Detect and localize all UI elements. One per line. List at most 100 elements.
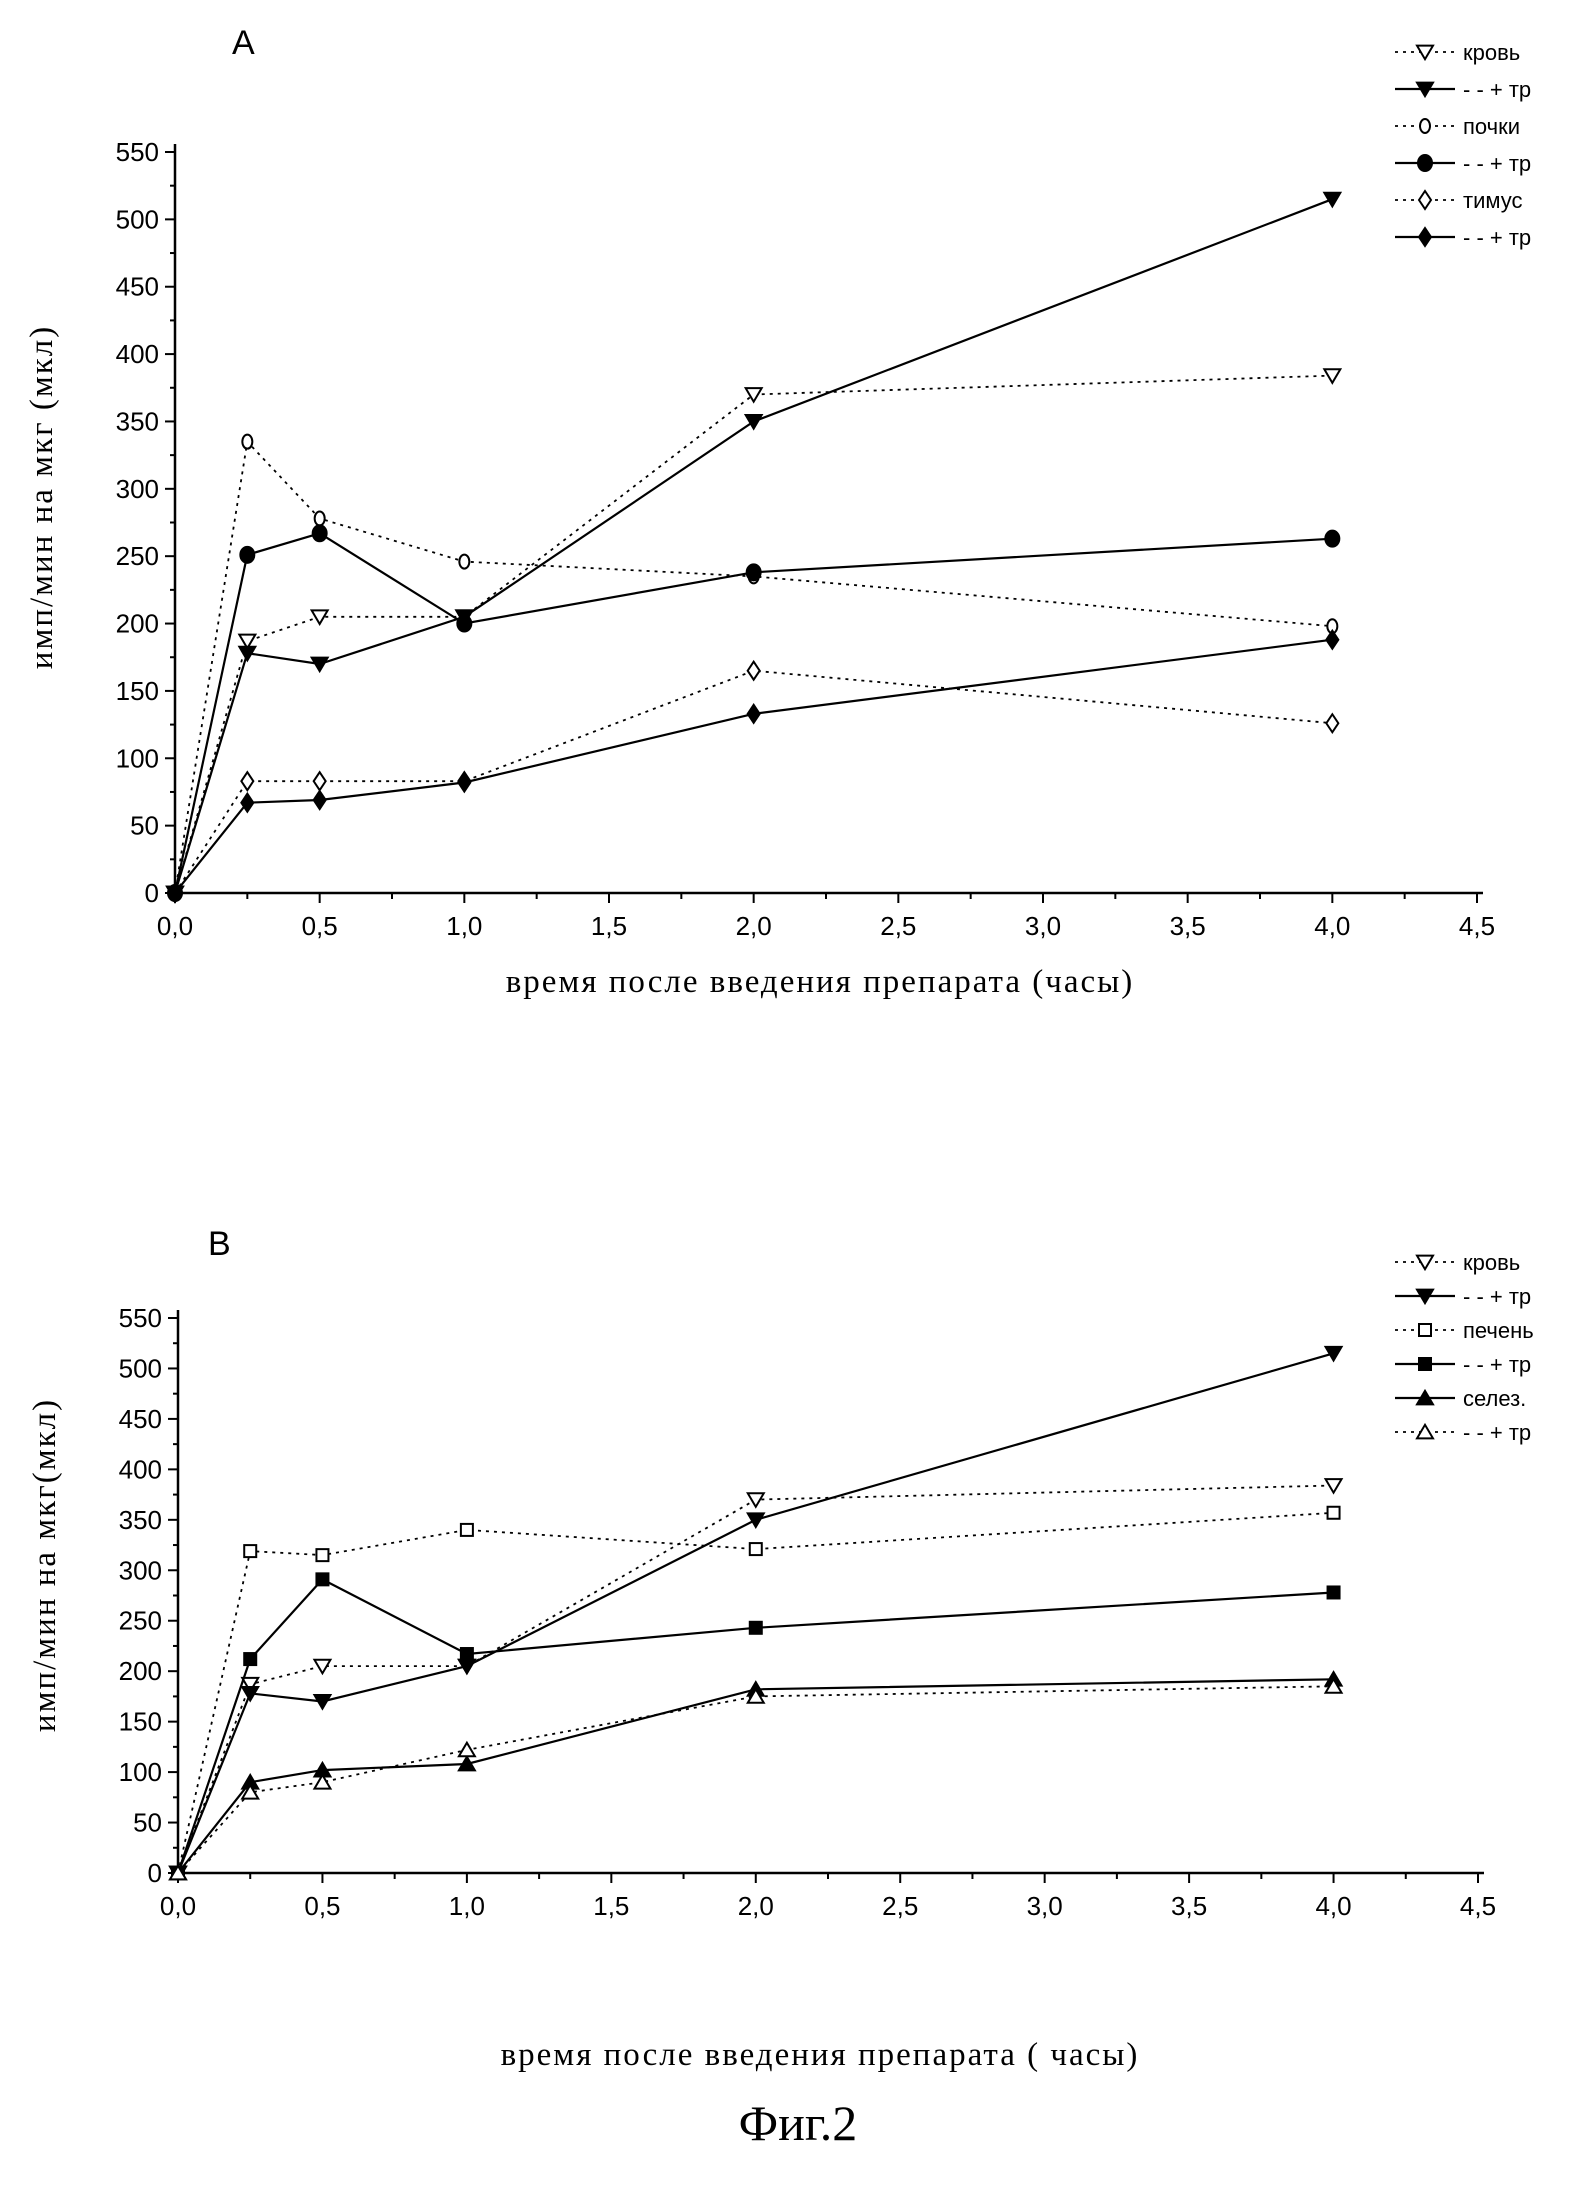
y-tick-label-a: 0 <box>145 878 159 908</box>
data-point-a-4 <box>241 772 253 790</box>
x-tick-label-a: 3,5 <box>1170 911 1206 941</box>
legend-label-a-1: - - + тр <box>1463 77 1531 102</box>
data-point-a-2 <box>242 435 252 449</box>
series-line-a-1 <box>175 199 1332 893</box>
data-point-a-3 <box>240 547 254 563</box>
panel-label-b: B <box>208 1225 231 1263</box>
chart-panel-b: B 0501001502002503003504004505005500,00,… <box>27 1225 1534 2073</box>
data-point-a-5 <box>1326 631 1338 649</box>
y-tick-label-b: 500 <box>119 1353 162 1383</box>
series-line-b-5 <box>178 1686 1334 1873</box>
legend-label-b-2: печень <box>1463 1318 1534 1343</box>
x-tick-label-a: 3,0 <box>1025 911 1061 941</box>
y-tick-label-a: 550 <box>116 137 159 167</box>
x-tick-label-b: 1,5 <box>593 1891 629 1921</box>
y-tick-label-b: 350 <box>119 1505 162 1535</box>
x-tick-label-a: 4,0 <box>1314 911 1350 941</box>
data-point-b-0 <box>1326 1479 1342 1493</box>
legend-label-a-3: - - + тр <box>1463 151 1531 176</box>
x-axis-title-a: время после введения препарата (часы) <box>506 964 1135 1000</box>
y-tick-label-b: 50 <box>133 1808 162 1838</box>
y-tick-label-b: 100 <box>119 1757 162 1787</box>
y-tick-label-a: 200 <box>116 609 159 639</box>
y-tick-label-b: 250 <box>119 1606 162 1636</box>
data-point-b-3 <box>461 1648 473 1660</box>
series-layer-b <box>170 1347 1342 1880</box>
data-point-a-1 <box>1324 193 1340 207</box>
legend-a: кровь - - + тр почки - - + тр тимус - - + тр <box>1395 40 1531 250</box>
data-point-a-5 <box>748 705 760 723</box>
data-point-a-3 <box>1325 531 1339 547</box>
data-point-b-2 <box>750 1543 762 1555</box>
y-tick-label-b: 400 <box>119 1454 162 1484</box>
x-tick-label-b: 4,0 <box>1315 1891 1351 1921</box>
legend-label-a-0: кровь <box>1463 40 1520 65</box>
x-tick-label-a: 1,5 <box>591 911 627 941</box>
data-point-a-4 <box>748 662 760 680</box>
legend-marker-a-2 <box>1420 119 1430 133</box>
x-tick-label-a: 0,0 <box>157 911 193 941</box>
y-tick-label-a: 300 <box>116 474 159 504</box>
data-point-b-5 <box>459 1743 475 1757</box>
y-tick-label-b: 450 <box>119 1404 162 1434</box>
legend-label-b-1: - - + тр <box>1463 1284 1531 1309</box>
data-point-a-4 <box>1326 714 1338 732</box>
legend-label-b-0: кровь <box>1463 1250 1520 1275</box>
x-tick-label-b: 0,0 <box>160 1891 196 1921</box>
x-tick-label-b: 4,5 <box>1460 1891 1496 1921</box>
data-point-b-1 <box>748 1513 764 1527</box>
data-point-a-5 <box>314 791 326 809</box>
data-point-b-3 <box>316 1573 328 1585</box>
data-point-a-5 <box>458 774 470 792</box>
data-point-b-3 <box>750 1622 762 1634</box>
series-line-b-1 <box>178 1353 1334 1873</box>
y-tick-label-b: 300 <box>119 1555 162 1585</box>
x-tick-label-b: 3,5 <box>1171 1891 1207 1921</box>
x-tick-label-b: 1,0 <box>449 1891 485 1921</box>
x-tick-label-a: 1,0 <box>446 911 482 941</box>
x-tick-label-b: 2,5 <box>882 1891 918 1921</box>
figure-caption: Фиг.2 <box>739 2095 858 2151</box>
data-point-a-4 <box>314 772 326 790</box>
legend-label-b-3: - - + тр <box>1463 1352 1531 1377</box>
data-point-b-2 <box>316 1549 328 1561</box>
y-tick-label-a: 50 <box>130 811 159 841</box>
data-point-a-3 <box>747 564 761 580</box>
y-tick-label-a: 350 <box>116 406 159 436</box>
y-tick-label-b: 150 <box>119 1707 162 1737</box>
y-axis-title-a: имп/мин на мкг (мкл) <box>24 325 60 669</box>
x-tick-label-b: 0,5 <box>304 1891 340 1921</box>
panel-label-a: A <box>232 24 255 62</box>
chart-panel-a: A 0501001502002503003504004505005500,00,… <box>24 24 1531 1000</box>
y-tick-label-b: 550 <box>119 1303 162 1333</box>
y-tick-label-a: 100 <box>116 743 159 773</box>
x-tick-label-a: 0,5 <box>302 911 338 941</box>
legend-label-a-5: - - + тр <box>1463 225 1531 250</box>
legend-label-a-2: почки <box>1463 114 1520 139</box>
y-tick-label-a: 250 <box>116 541 159 571</box>
x-tick-label-b: 2,0 <box>738 1891 774 1921</box>
data-point-a-2 <box>315 511 325 525</box>
y-tick-label-a: 400 <box>116 339 159 369</box>
y-axis-title-b: имп/мин на мкг(мкл) <box>27 1398 63 1732</box>
data-point-a-0 <box>1324 369 1340 383</box>
data-point-a-1 <box>312 658 328 672</box>
data-point-b-2 <box>244 1545 256 1557</box>
y-tick-label-b: 0 <box>148 1858 162 1888</box>
data-point-b-2 <box>1328 1507 1340 1519</box>
legend-marker-a-5 <box>1419 228 1431 246</box>
data-point-b-1 <box>1326 1347 1342 1361</box>
data-point-b-2 <box>461 1524 473 1536</box>
x-tick-label-a: 2,0 <box>736 911 772 941</box>
data-point-b-3 <box>1328 1586 1340 1598</box>
legend-b: кровь- - + трпечень- - + трселез.- - + т… <box>1395 1250 1534 1445</box>
y-tick-label-a: 150 <box>116 676 159 706</box>
y-tick-label-a: 450 <box>116 272 159 302</box>
legend-label-b-5: - - + тр <box>1463 1420 1531 1445</box>
data-point-a-3 <box>457 616 471 632</box>
data-point-b-3 <box>244 1653 256 1665</box>
legend-label-a-4: тимус <box>1463 188 1523 213</box>
legend-marker-a-3 <box>1418 155 1432 171</box>
x-tick-label-b: 3,0 <box>1027 1891 1063 1921</box>
